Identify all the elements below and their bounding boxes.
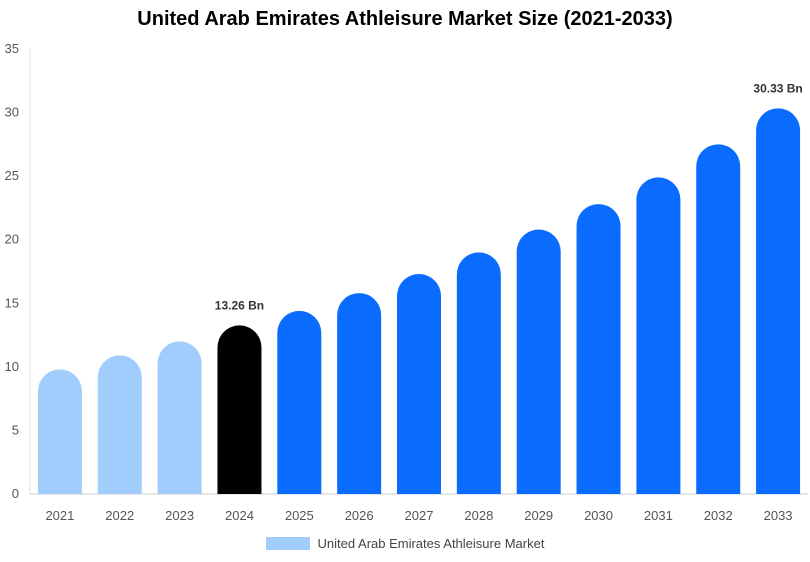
x-tick-label: 2028 (464, 508, 493, 523)
bars (37, 108, 801, 495)
x-tick-label: 2024 (225, 508, 254, 523)
bar-2033 (756, 108, 801, 494)
y-tick-label: 30 (5, 105, 19, 120)
x-tick-label: 2032 (704, 508, 733, 523)
bar-2029 (516, 229, 561, 495)
x-tick-label: 2033 (764, 508, 793, 523)
y-tick-label: 15 (5, 295, 19, 310)
y-tick-label: 25 (5, 168, 19, 183)
chart-title: United Arab Emirates Athleisure Market S… (137, 8, 673, 30)
x-tick-label: 2029 (524, 508, 553, 523)
y-tick-label: 20 (5, 232, 19, 247)
legend: United Arab Emirates Athleisure Market (0, 536, 810, 551)
bar-2023 (157, 341, 202, 494)
bar-2022 (97, 355, 142, 494)
x-tick-label: 2025 (285, 508, 314, 523)
x-tick-label: 2022 (105, 508, 134, 523)
bar-2030 (576, 204, 621, 494)
y-tick-label: 10 (5, 359, 19, 374)
bar-2032 (696, 144, 741, 494)
y-tick-label: 5 (12, 422, 19, 437)
x-tick-label: 2030 (584, 508, 613, 523)
bar-2027 (397, 274, 441, 494)
bar-2031 (636, 177, 681, 494)
data-label-2024: 13.26 Bn (215, 298, 264, 312)
x-tick-label: 2031 (644, 508, 673, 523)
bar-2021 (37, 369, 82, 494)
data-labels: 13.26 Bn 30.33 Bn (215, 81, 803, 312)
x-tick-label: 2021 (45, 508, 74, 523)
x-tick-label: 2026 (345, 508, 374, 523)
x-tick-label: 2027 (405, 508, 434, 523)
data-label-2033: 30.33 Bn (753, 81, 802, 95)
bar-2028 (456, 252, 501, 494)
y-tick-label: 35 (5, 41, 19, 56)
legend-swatch (265, 537, 310, 550)
bar-2025 (277, 310, 322, 494)
x-tick-label: 2023 (165, 508, 194, 523)
legend-label: United Arab Emirates Athleisure Market (317, 536, 545, 551)
bar-2026 (337, 293, 382, 494)
bar-2024 (217, 325, 262, 494)
y-tick-label: 0 (12, 486, 19, 501)
